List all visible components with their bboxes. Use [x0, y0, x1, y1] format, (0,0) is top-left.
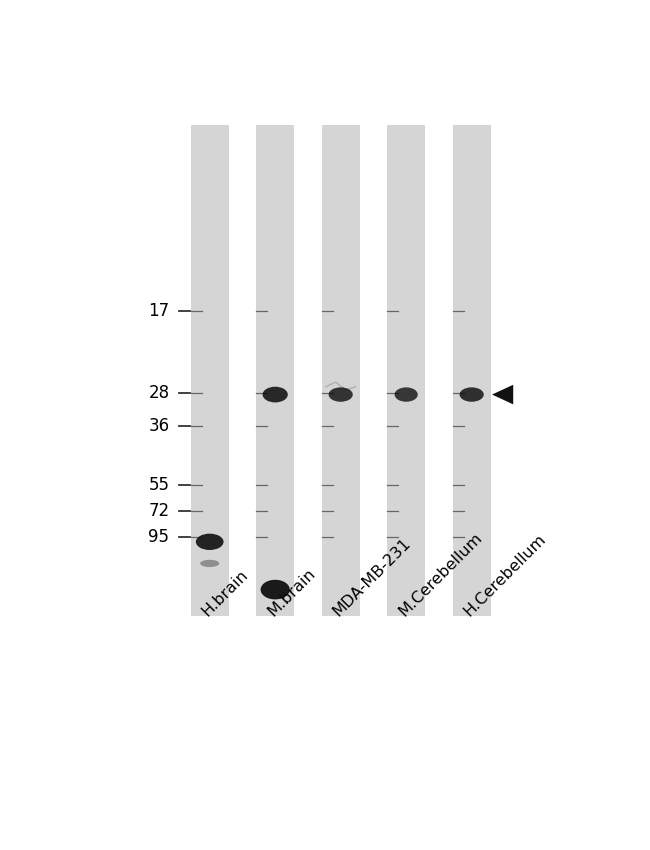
Text: M.brain: M.brain [265, 565, 318, 619]
Text: 36: 36 [148, 417, 170, 435]
Text: 55: 55 [148, 476, 170, 494]
Ellipse shape [329, 388, 353, 402]
Bar [256, 125, 294, 615]
Ellipse shape [200, 560, 219, 567]
Polygon shape [492, 385, 514, 405]
Bar [191, 125, 229, 615]
Text: 72: 72 [148, 502, 170, 520]
Bar [387, 125, 425, 615]
Ellipse shape [263, 387, 288, 402]
Text: H.Cerebellum: H.Cerebellum [461, 531, 549, 619]
Ellipse shape [395, 388, 418, 402]
Text: 28: 28 [148, 384, 170, 402]
Text: MDA-MB-231: MDA-MB-231 [330, 536, 414, 619]
Ellipse shape [196, 534, 224, 550]
Text: M.Cerebellum: M.Cerebellum [396, 530, 485, 619]
Bar [322, 125, 359, 615]
Ellipse shape [460, 388, 484, 402]
Text: H.brain: H.brain [199, 567, 251, 619]
Text: 17: 17 [148, 303, 170, 320]
Ellipse shape [261, 580, 290, 599]
Text: 95: 95 [148, 528, 170, 547]
Bar [453, 125, 491, 615]
